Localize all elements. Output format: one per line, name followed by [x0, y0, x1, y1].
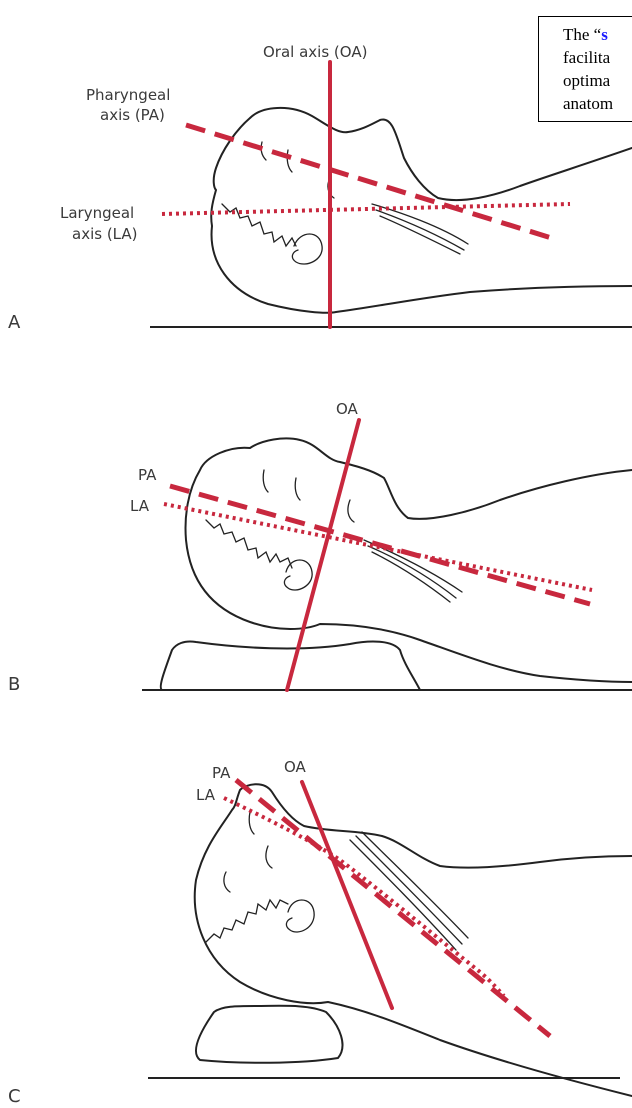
panel-a-laryngeal-axis-label-line2: axis (LA) [72, 225, 138, 243]
panel-c-oral-axis [300, 780, 394, 1010]
panel-a-hair [221, 203, 297, 248]
callout-link[interactable]: s [601, 25, 608, 44]
panel-c-laryngeal-axis [223, 796, 506, 998]
panel-b-face-details [262, 469, 355, 523]
panel-b-letter: B [8, 674, 20, 695]
panel-c-hair [205, 898, 289, 943]
panel-a-laryngeal-axis-label-line1: Laryngeal [60, 204, 134, 222]
callout-line-3: optima [563, 71, 611, 90]
panel-c-letter: C [8, 1086, 21, 1107]
panel-b-laryngeal-axis-label: LA [130, 497, 150, 515]
panel-c-laryngeal-axis-label: LA [196, 786, 216, 804]
panel-b-pharyngeal-axis-label: PA [138, 466, 157, 484]
panel-b-oral-axis [285, 418, 361, 692]
panel-b-head-outline [184, 437, 632, 683]
panel-c-ear [285, 899, 315, 933]
panel-b-ear [283, 559, 313, 591]
panel-a-pharyngeal-axis-label-line2: axis (PA) [100, 106, 165, 124]
panel-b-neck-lines [363, 539, 463, 603]
panel-a-face-details [260, 141, 335, 199]
callout-line-1-prefix: The “ [563, 25, 602, 44]
panel-c-neck-lines [349, 831, 469, 951]
callout-box: The “s facilita optima anatom [538, 16, 632, 122]
panel-c: OA PA LA C [8, 758, 632, 1107]
callout-line-2: facilita [563, 48, 611, 67]
panel-a-oral-axis-label: Oral axis (OA) [263, 43, 367, 61]
panel-c-oral-axis-label: OA [284, 758, 307, 776]
panel-c-head-outline [193, 783, 632, 1097]
panel-a-neck-lines [371, 203, 469, 255]
panel-b-hair [205, 519, 293, 569]
panel-a: Oral axis (OA) Pharyngeal axis (PA) Lary… [8, 43, 632, 333]
panel-c-pharyngeal-axis [234, 778, 552, 1038]
panel-c-pillow [195, 1004, 344, 1064]
panel-a-laryngeal-axis [161, 202, 571, 216]
panel-b-pharyngeal-axis [169, 483, 591, 607]
panel-a-pharyngeal-axis [185, 122, 559, 243]
panel-a-head-outline [210, 106, 632, 314]
panel-b: OA PA LA B [8, 400, 632, 695]
panel-a-pharyngeal-axis-label-line1: Pharyngeal [86, 86, 170, 104]
callout-line-1: The “s [563, 23, 632, 46]
callout-line-4: anatom [563, 94, 614, 113]
panel-b-oral-axis-label: OA [336, 400, 359, 418]
panel-b-laryngeal-axis [163, 502, 593, 592]
panel-a-ear [291, 233, 323, 265]
panel-c-pharyngeal-axis-label: PA [212, 764, 231, 782]
panel-a-letter: A [8, 312, 21, 333]
panel-c-face-details [223, 811, 273, 893]
